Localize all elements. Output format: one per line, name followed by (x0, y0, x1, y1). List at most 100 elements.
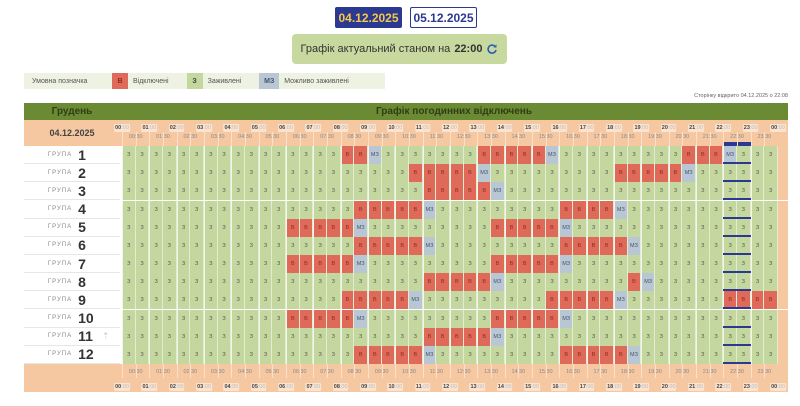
schedule-cell[interactable]: З (573, 146, 587, 165)
schedule-cell[interactable]: З (135, 291, 150, 310)
schedule-cell[interactable]: В (545, 218, 560, 237)
schedule-cell[interactable]: З (272, 345, 286, 364)
schedule-cell[interactable]: В (614, 236, 628, 255)
schedule-cell[interactable]: МЗ (409, 291, 423, 310)
schedule-cell[interactable]: З (545, 273, 560, 292)
schedule-cell[interactable]: З (245, 236, 259, 255)
schedule-cell[interactable]: З (272, 182, 286, 201)
schedule-cell[interactable]: З (491, 291, 505, 310)
schedule-cell[interactable]: В (450, 182, 464, 201)
schedule-cell[interactable]: З (395, 255, 409, 274)
schedule-cell[interactable]: З (532, 164, 546, 183)
schedule-cell[interactable]: З (737, 345, 751, 364)
schedule-cell[interactable]: В (491, 255, 505, 274)
schedule-cell[interactable]: З (217, 291, 232, 310)
schedule-cell[interactable]: З (313, 146, 327, 165)
schedule-cell[interactable]: З (272, 291, 286, 310)
schedule-cell[interactable]: З (723, 345, 737, 364)
schedule-cell[interactable]: З (723, 255, 737, 274)
schedule-cell[interactable]: З (409, 218, 423, 237)
schedule-cell[interactable]: З (327, 327, 341, 346)
schedule-cell[interactable]: З (340, 273, 355, 292)
schedule-cell[interactable]: З (532, 327, 546, 346)
schedule-cell[interactable]: В (327, 309, 341, 328)
schedule-cell[interactable]: З (272, 200, 286, 219)
schedule-cell[interactable]: З (709, 327, 724, 346)
schedule-cell[interactable]: З (395, 327, 409, 346)
schedule-cell[interactable]: З (723, 182, 737, 201)
schedule-cell[interactable]: З (135, 218, 150, 237)
schedule-cell[interactable]: З (709, 200, 724, 219)
schedule-cell[interactable]: З (655, 345, 669, 364)
schedule-cell[interactable]: З (368, 182, 382, 201)
schedule-cell[interactable]: В (327, 218, 341, 237)
schedule-cell[interactable]: З (217, 200, 232, 219)
schedule-cell[interactable]: В (559, 200, 573, 219)
schedule-cell[interactable]: З (668, 236, 683, 255)
schedule-cell[interactable]: В (682, 146, 696, 165)
schedule-cell[interactable]: В (518, 218, 532, 237)
schedule-cell[interactable]: МЗ (723, 146, 737, 165)
schedule-cell[interactable]: З (709, 291, 724, 310)
schedule-cell[interactable]: З (122, 255, 136, 274)
schedule-cell[interactable]: З (504, 164, 519, 183)
schedule-cell[interactable]: З (627, 327, 642, 346)
schedule-cell[interactable]: З (422, 218, 437, 237)
schedule-cell[interactable]: З (190, 327, 204, 346)
schedule-cell[interactable]: З (422, 146, 437, 165)
schedule-cell[interactable]: З (231, 236, 245, 255)
schedule-cell[interactable]: З (313, 345, 327, 364)
schedule-cell[interactable]: З (381, 218, 396, 237)
schedule-cell[interactable]: З (723, 164, 737, 183)
schedule-cell[interactable]: З (313, 164, 327, 183)
schedule-cell[interactable]: З (723, 218, 737, 237)
schedule-cell[interactable]: З (245, 273, 259, 292)
schedule-cell[interactable]: З (463, 309, 478, 328)
schedule-cell[interactable]: З (272, 273, 286, 292)
schedule-cell[interactable]: З (436, 309, 450, 328)
schedule-cell[interactable]: З (627, 200, 642, 219)
schedule-cell[interactable]: З (190, 146, 204, 165)
schedule-cell[interactable]: В (627, 273, 642, 292)
schedule-cell[interactable]: З (272, 327, 286, 346)
schedule-cell[interactable]: З (682, 218, 696, 237)
schedule-cell[interactable]: З (709, 164, 724, 183)
schedule-cell[interactable]: З (614, 218, 628, 237)
schedule-cell[interactable]: З (163, 200, 177, 219)
schedule-cell[interactable]: З (313, 200, 327, 219)
schedule-cell[interactable]: З (217, 273, 232, 292)
schedule-cell[interactable]: З (764, 327, 778, 346)
schedule-cell[interactable]: З (176, 291, 191, 310)
schedule-cell[interactable]: З (682, 345, 696, 364)
schedule-cell[interactable]: З (231, 146, 245, 165)
schedule-cell[interactable]: В (450, 164, 464, 183)
schedule-cell[interactable]: В (764, 291, 778, 310)
schedule-cell[interactable]: З (258, 200, 273, 219)
schedule-cell[interactable]: З (600, 146, 614, 165)
schedule-cell[interactable]: З (368, 327, 382, 346)
schedule-cell[interactable]: З (655, 218, 669, 237)
schedule-cell[interactable]: З (340, 345, 355, 364)
schedule-cell[interactable]: З (668, 146, 683, 165)
schedule-cell[interactable]: З (163, 309, 177, 328)
schedule-cell[interactable]: З (272, 164, 286, 183)
schedule-cell[interactable]: З (149, 291, 163, 310)
schedule-cell[interactable]: З (641, 146, 655, 165)
schedule-cell[interactable]: З (655, 236, 669, 255)
schedule-cell[interactable]: В (436, 164, 450, 183)
schedule-cell[interactable]: В (600, 236, 614, 255)
schedule-cell[interactable]: В (313, 309, 327, 328)
schedule-cell[interactable]: З (149, 273, 163, 292)
schedule-cell[interactable]: З (258, 327, 273, 346)
schedule-cell[interactable]: З (163, 146, 177, 165)
schedule-cell[interactable]: З (231, 345, 245, 364)
schedule-cell[interactable]: З (190, 182, 204, 201)
schedule-cell[interactable]: В (409, 236, 423, 255)
schedule-cell[interactable]: З (545, 164, 560, 183)
schedule-cell[interactable]: З (409, 182, 423, 201)
schedule-cell[interactable]: В (340, 255, 355, 274)
schedule-cell[interactable]: З (737, 218, 751, 237)
schedule-cell[interactable]: В (600, 291, 614, 310)
schedule-cell[interactable]: З (176, 273, 191, 292)
schedule-cell[interactable]: З (764, 182, 778, 201)
